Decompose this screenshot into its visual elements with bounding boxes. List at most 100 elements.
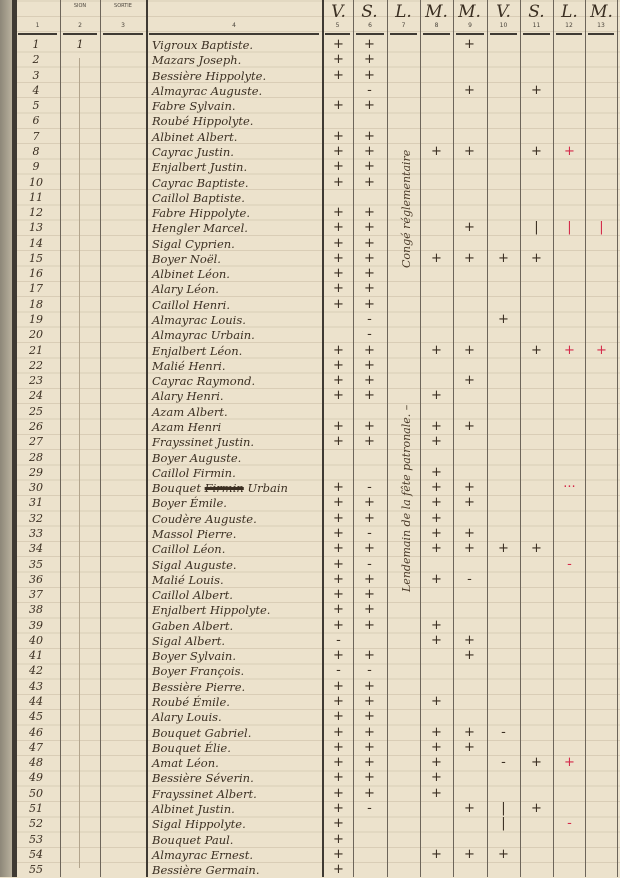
column-number: 5 <box>335 22 340 29</box>
row-number: 52 <box>29 817 43 831</box>
attendance-mark: + <box>333 98 344 114</box>
header-rule <box>490 33 517 35</box>
row-number: 2 <box>32 53 40 67</box>
student-name: Mazars Joseph. <box>152 53 241 67</box>
name-text: Albinet Justin. <box>152 802 235 816</box>
table-row: 26 Azam Henri + + + + <box>0 419 620 435</box>
table-row: 41 Boyer Sylvain. + + + <box>0 648 620 664</box>
day-letter: L. <box>395 2 412 22</box>
attendance-mark: + <box>333 296 344 312</box>
attendance-mark: + <box>464 495 475 511</box>
name-text: Cayrac Baptiste. <box>152 175 249 190</box>
column-rule <box>146 0 148 877</box>
day-letter: V. <box>331 2 346 22</box>
table-row: 37 Caillol Albert. + + <box>0 587 620 603</box>
attendance-mark: | <box>567 220 572 236</box>
attendance-mark: - <box>336 663 341 679</box>
attendance-mark: + <box>464 541 475 557</box>
attendance-mark: + <box>364 510 375 526</box>
row-number: 43 <box>29 679 43 693</box>
attendance-mark: + <box>333 525 344 541</box>
name-text: Fabre Hippolyte. <box>152 206 250 221</box>
name-text: Cayrac Raymond. <box>152 374 256 389</box>
student-name: Frayssinet Justin. <box>152 435 254 449</box>
name-text: Fabre Sylvain. <box>152 99 236 114</box>
attendance-mark: - <box>467 571 472 587</box>
attendance-mark: - <box>367 556 372 572</box>
table-row: 13 Hengler Marcel. + + + | | | <box>0 220 620 236</box>
attendance-mark: ··· <box>563 480 576 496</box>
row-number: 5 <box>32 99 40 113</box>
day-letter: M. <box>425 2 448 22</box>
table-row: 15 Boyer Noël. + + + + + + <box>0 251 620 267</box>
attendance-mark: + <box>364 342 375 358</box>
row-number: 14 <box>29 236 43 250</box>
column-rule <box>15 0 17 877</box>
table-row: 2 Mazars Joseph. + + <box>0 52 620 68</box>
attendance-mark: + <box>464 82 475 98</box>
student-name: Alary Henri. <box>152 389 224 403</box>
student-name: Vigroux Baptiste. <box>152 38 253 52</box>
attendance-mark: + <box>364 266 375 282</box>
table-row: 55 Bessière Germain. + <box>0 862 620 878</box>
admission-number: 1 <box>76 38 84 51</box>
row-number: 26 <box>29 420 43 433</box>
student-name: Hengler Marcel. <box>152 221 248 235</box>
table-row: 45 Alary Louis. + + <box>0 709 620 725</box>
attendance-mark: + <box>333 770 344 786</box>
row-number: 51 <box>29 802 43 815</box>
attendance-mark: + <box>498 846 509 862</box>
row-number: 8 <box>32 144 40 158</box>
column-rule <box>520 0 521 877</box>
attendance-mark: + <box>531 82 542 98</box>
attendance-mark: + <box>364 541 375 557</box>
attendance-mark: + <box>431 770 442 786</box>
row-number: 10 <box>29 175 43 189</box>
column-rule <box>60 0 61 877</box>
col2-label: SION <box>73 3 87 9</box>
attendance-mark: + <box>364 571 375 587</box>
attendance-mark: + <box>431 342 442 358</box>
attendance-mark: + <box>333 480 344 496</box>
table-row: 23 Cayrac Raymond. + + + <box>0 373 620 389</box>
attendance-mark: - <box>501 724 506 740</box>
student-name: Boyer Auguste. <box>152 451 241 465</box>
student-name: Bessière Séverin. <box>152 771 254 785</box>
table-row: 22 Malié Henri. + + <box>0 358 620 374</box>
row-number: 27 <box>29 435 43 449</box>
attendance-mark: + <box>364 281 375 297</box>
column-number: 13 <box>597 22 605 29</box>
name-text: Bessière Séverin. <box>152 771 254 786</box>
name-text: Sigal Auguste. <box>152 557 237 572</box>
row-number: 9 <box>32 160 40 174</box>
name-text: Boyer Sylvain. <box>152 649 236 664</box>
name-text: Caillol Léon. <box>152 542 226 557</box>
column-number: 1 <box>35 22 40 29</box>
attendance-mark: + <box>333 205 344 221</box>
attendance-mark: + <box>364 587 375 603</box>
student-name: Malié Henri. <box>152 359 226 373</box>
attendance-mark: + <box>364 724 375 740</box>
name-text: Enjalbert Hippolyte. <box>152 603 271 618</box>
name-text: Roubé Hippolyte. <box>152 114 254 129</box>
student-name: Almayrac Louis. <box>152 313 246 327</box>
attendance-mark: + <box>431 495 442 511</box>
attendance-mark: + <box>364 419 375 434</box>
row-number: 50 <box>29 786 43 800</box>
column-number: 4 <box>232 22 236 29</box>
row-number: 40 <box>29 633 43 647</box>
attendance-mark: - <box>367 312 372 328</box>
row-number: 41 <box>29 649 43 663</box>
attendance-mark: + <box>564 342 575 358</box>
book-binding-edge <box>0 0 12 877</box>
struck-name: Firmin <box>204 481 244 496</box>
row-number: 53 <box>29 832 43 846</box>
attendance-mark: + <box>464 846 475 862</box>
table-row: 53 Bouquet Paul. + <box>0 831 620 848</box>
table-row: 1 1 Vigroux Baptiste. + + + <box>0 37 620 53</box>
attendance-mark: + <box>464 739 475 755</box>
student-name: Caillol Albert. <box>152 588 233 602</box>
row-number: 29 <box>29 465 43 479</box>
attendance-mark: + <box>333 831 344 847</box>
table-row: 18 Caillol Henri. + + <box>0 296 620 313</box>
